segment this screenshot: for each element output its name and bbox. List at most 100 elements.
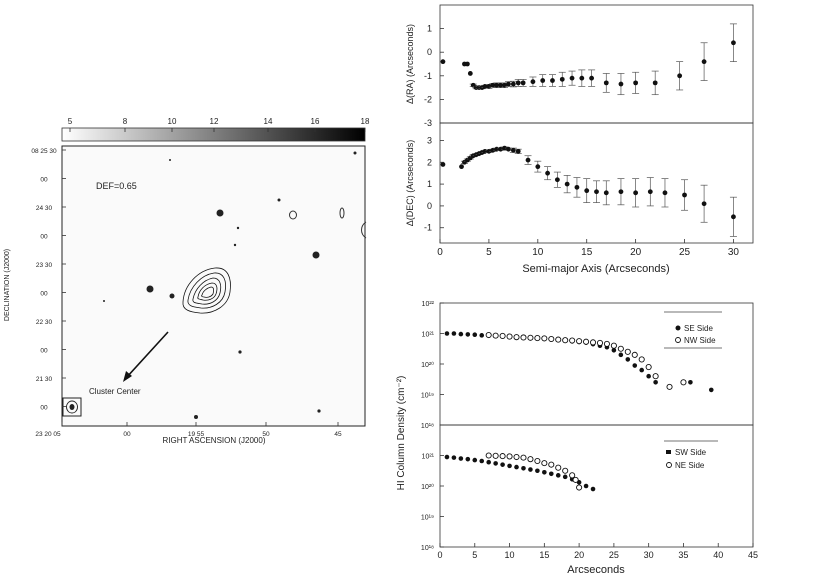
data-point: [638, 356, 645, 363]
data-point: [625, 357, 631, 362]
data-point: [701, 59, 707, 65]
y-tick-label: -1: [424, 71, 432, 81]
colorbar-tick-label: 18: [361, 117, 370, 126]
colorbar-tick-label: 10: [168, 117, 177, 126]
dec-tick-label: 08 25 30: [31, 148, 57, 155]
beam-box: [62, 397, 82, 417]
data-point: [548, 461, 555, 468]
x-tick-label: 40: [713, 550, 723, 560]
legend-label: NE Side: [675, 461, 705, 470]
data-point: [688, 380, 693, 385]
ra-tick-label: 45: [334, 431, 342, 438]
image-ylabel: DECLINATION (J2000): [4, 249, 11, 321]
data-point: [530, 79, 536, 85]
data-point: [482, 84, 488, 89]
colorbar-tick-label: 5: [68, 117, 73, 126]
data-point: [534, 335, 541, 342]
y-tick-label: 10¹⁸: [421, 423, 434, 430]
data-point: [677, 73, 683, 79]
dra-frame: [439, 4, 754, 124]
data-point: [545, 170, 550, 176]
x-tick-label: 20: [630, 247, 642, 258]
data-point: [639, 367, 645, 373]
hi-top-legend: SE Side NW Side: [664, 311, 722, 349]
colorbar-tick-labels: 5 8 10 12 14 16 18: [68, 117, 370, 132]
x-tick-label: 15: [581, 247, 593, 258]
def-annotation: DEF=0.65: [96, 181, 137, 191]
contour: [197, 282, 218, 301]
data-point: [525, 157, 531, 163]
data-point: [535, 164, 541, 170]
data-point: [618, 189, 624, 195]
data-point: [520, 334, 527, 341]
y-tick-label: 10¹⁹: [421, 393, 434, 400]
data-point: [550, 78, 555, 83]
data-point: [680, 379, 687, 386]
dra-axis: 1 0 -1 -2 -3: [424, 24, 444, 128]
data-point: [527, 456, 534, 463]
data-point: [451, 331, 457, 336]
data-point: [506, 81, 511, 87]
contour: [182, 267, 231, 314]
data-point: [583, 483, 589, 489]
data-point: [589, 75, 595, 81]
star: [103, 300, 105, 302]
data-point: [611, 347, 617, 353]
data-point: [472, 332, 478, 338]
x-tick-label: 45: [748, 550, 758, 560]
data-point: [572, 476, 579, 483]
data-point: [542, 469, 547, 475]
x-tick-label: 25: [609, 550, 619, 560]
data-point: [485, 452, 492, 459]
data-point: [502, 145, 507, 151]
data-point: [490, 147, 496, 153]
data-point: [500, 462, 505, 467]
data-point: [506, 146, 511, 152]
y-tick-label: 2: [427, 157, 432, 167]
data-point: [548, 471, 554, 477]
dec-tick-label: 00: [40, 348, 48, 355]
data-point: [584, 188, 590, 194]
data-point: [731, 40, 736, 46]
data-point: [490, 82, 496, 88]
x-tick-label: 30: [728, 247, 740, 258]
data-point: [708, 387, 714, 393]
data-point: [576, 338, 583, 345]
data-point: [569, 337, 576, 344]
data-point: [662, 190, 668, 196]
data-point: [498, 82, 504, 88]
data-point: [515, 148, 521, 154]
arrow-label: Cluster Center: [89, 387, 141, 396]
data-point: [603, 190, 609, 196]
ra-tick-label: 19 55: [188, 431, 205, 438]
x-tick-label: 10: [505, 550, 515, 560]
data-point: [583, 338, 590, 345]
y-tick-label: 0: [427, 201, 432, 211]
dec-tick-label: 00: [40, 177, 48, 184]
star: [312, 251, 320, 259]
data-point: [731, 214, 736, 220]
x-tick-label: 20: [574, 550, 584, 560]
data-point: [541, 460, 548, 467]
star: [277, 198, 281, 202]
data-point: [645, 363, 652, 371]
hi-bottom-frame: [439, 424, 754, 548]
data-point: [444, 454, 450, 460]
x-tick-label: 30: [644, 550, 654, 560]
data-point: [465, 332, 471, 337]
image-xlabel: RIGHT ASCENSION (J2000): [163, 436, 266, 445]
colorbar-tick-label: 16: [311, 117, 320, 126]
dec-tick-label: 21 30: [36, 376, 53, 383]
data-point: [682, 192, 687, 198]
y-tick-label: 10²²: [422, 301, 435, 308]
star: [238, 350, 242, 354]
data-point: [520, 80, 526, 86]
star: [194, 415, 198, 419]
x-tick-label: 15: [539, 550, 549, 560]
colorbar-tick-label: 14: [264, 117, 273, 126]
hi-contours: [182, 267, 231, 314]
data-point: [486, 84, 492, 89]
data-point: [479, 458, 485, 464]
